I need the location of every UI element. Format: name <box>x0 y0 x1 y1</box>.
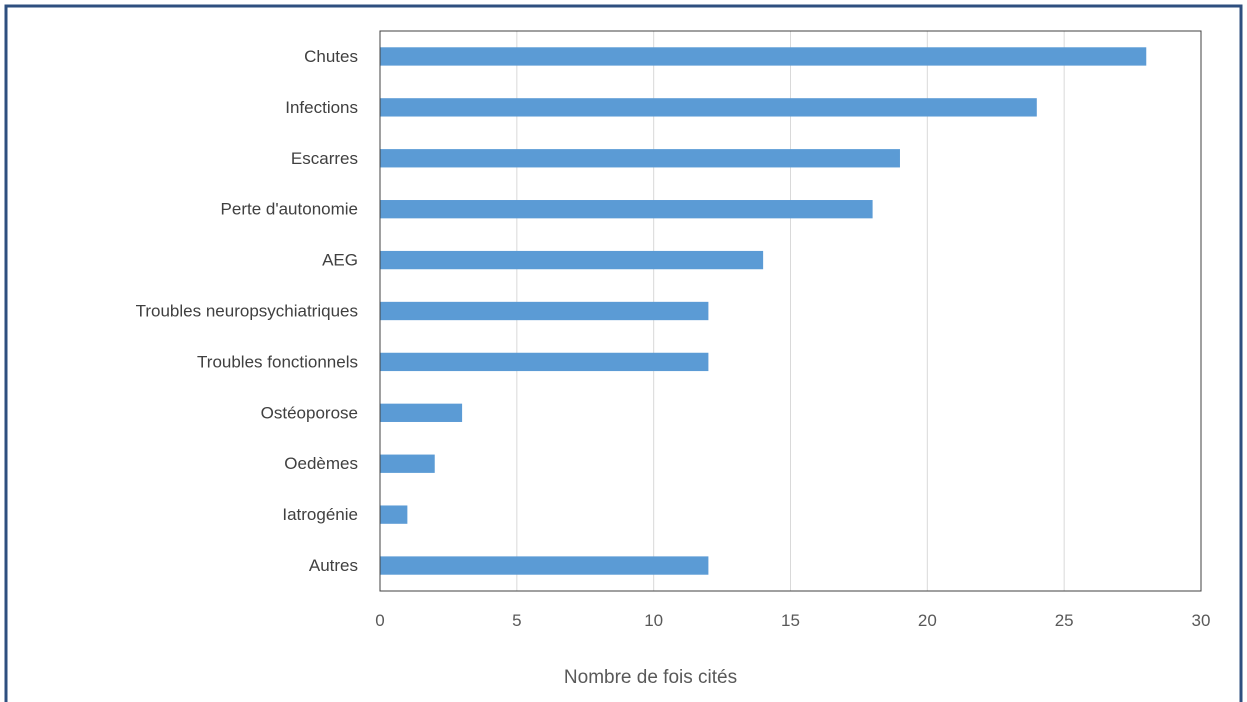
category-label-10: Autres <box>309 556 358 575</box>
bar-2 <box>380 149 900 168</box>
category-label-4: AEG <box>322 251 358 270</box>
bar-9 <box>380 505 408 524</box>
bar-8 <box>380 454 435 473</box>
bar-1 <box>380 98 1037 117</box>
x-tick-label-1: 5 <box>512 611 521 630</box>
category-label-6: Troubles fonctionnels <box>197 352 358 371</box>
x-axis-title: Nombre de fois cités <box>564 667 737 688</box>
bar-3 <box>380 200 873 219</box>
bar-4 <box>380 250 764 270</box>
x-tick-labels: 0 5 10 15 20 25 30 <box>375 611 1210 630</box>
category-label-2: Escarres <box>291 149 358 168</box>
category-label-8: Oedèmes <box>284 454 358 473</box>
category-label-3: Perte d'autonomie <box>221 200 358 219</box>
x-tick-label-4: 20 <box>918 611 937 630</box>
bar-series <box>380 47 1147 575</box>
category-label-7: Ostéoporose <box>261 403 358 422</box>
plot-area-border <box>379 30 1202 592</box>
category-label-0: Chutes <box>304 47 358 66</box>
bar-10 <box>380 556 709 575</box>
x-tick-label-3: 15 <box>781 611 800 630</box>
bar-6 <box>380 352 709 372</box>
x-tick-label-5: 25 <box>1055 611 1074 630</box>
bar-7 <box>380 403 463 422</box>
x-tick-label-2: 10 <box>644 611 663 630</box>
category-label-5: Troubles neuropsychiatriques <box>136 302 358 321</box>
x-tick-label-6: 30 <box>1192 611 1211 630</box>
bar-5 <box>380 301 709 321</box>
x-tick-label-0: 0 <box>375 611 384 630</box>
frame-border <box>4 4 1243 702</box>
category-label-1: Infections <box>285 98 358 117</box>
category-labels: Chutes Infections Escarres Perte d'autonomi… <box>136 47 358 575</box>
bar-0 <box>380 47 1147 66</box>
category-label-9: Iatrogénie <box>282 505 358 524</box>
